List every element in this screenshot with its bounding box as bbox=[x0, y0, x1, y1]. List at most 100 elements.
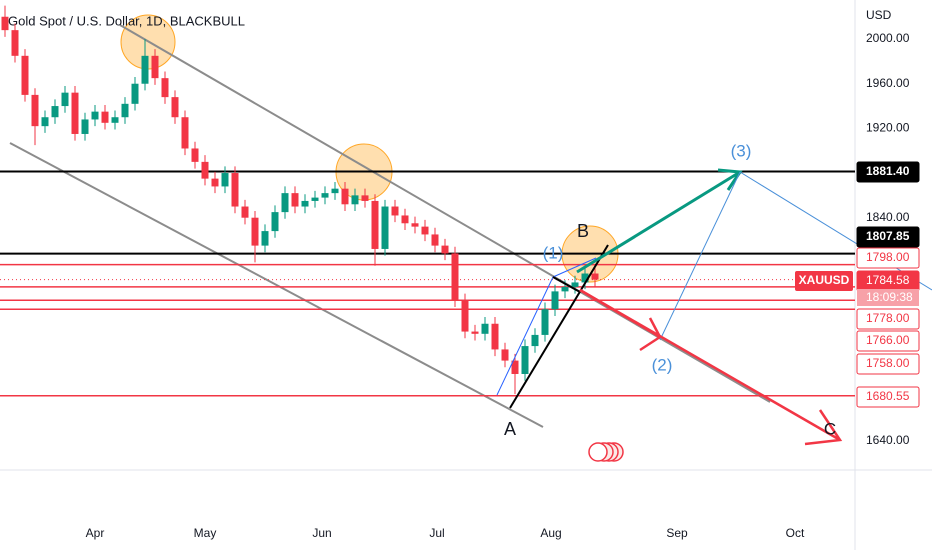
candle-body bbox=[471, 331, 479, 334]
chart-title: Gold Spot / U.S. Dollar, 1D, BLACKBULL bbox=[8, 13, 245, 28]
candle-body bbox=[81, 119, 89, 134]
candle-body bbox=[491, 323, 499, 350]
x-tick-label: Aug bbox=[540, 526, 561, 540]
candle-body bbox=[161, 78, 169, 98]
price-tag bbox=[856, 308, 920, 330]
arrow-line bbox=[579, 288, 841, 442]
candle-body bbox=[311, 197, 319, 201]
channel-line bbox=[119, 24, 771, 403]
candle-body bbox=[351, 195, 359, 205]
candle-body bbox=[391, 206, 399, 216]
candle-body bbox=[501, 349, 509, 361]
candle-body bbox=[221, 173, 229, 187]
candle-body bbox=[331, 188, 339, 194]
price-tag-label: 1778.00 bbox=[866, 311, 910, 325]
arrow-line bbox=[576, 170, 741, 274]
y-tick-label: 1840.00 bbox=[866, 210, 910, 224]
candle-body bbox=[71, 92, 79, 134]
countdown-label: 18:09:38 bbox=[866, 290, 913, 304]
countdown-tag bbox=[857, 289, 919, 306]
x-tick-label: Apr bbox=[86, 526, 105, 540]
price-tag bbox=[856, 353, 920, 375]
candle-body bbox=[421, 226, 429, 235]
symbol-tag-label: XAUUSD bbox=[799, 273, 850, 287]
channel-line bbox=[9, 142, 544, 428]
candle-body bbox=[231, 173, 239, 207]
candle-body bbox=[581, 273, 589, 283]
x-tick-label: Oct bbox=[786, 526, 805, 540]
candle-body bbox=[551, 291, 559, 310]
candle-body bbox=[381, 206, 389, 249]
candle-body bbox=[271, 212, 279, 232]
price-tag-label: 1758.00 bbox=[866, 356, 910, 370]
price-tag-label: 1807.85 bbox=[866, 229, 910, 243]
y-tick-label: 1960.00 bbox=[866, 76, 910, 90]
price-tag bbox=[856, 161, 920, 183]
annotation-label: (2) bbox=[652, 355, 673, 374]
candle-body bbox=[341, 188, 349, 205]
candle-body bbox=[251, 217, 259, 246]
symbol-tag bbox=[795, 271, 853, 291]
x-tick-label: May bbox=[194, 526, 217, 540]
candle-body bbox=[451, 253, 459, 301]
candle-body bbox=[31, 94, 39, 127]
candle-body bbox=[181, 117, 189, 149]
y-tick-label: 1640.00 bbox=[866, 433, 910, 447]
trend-line bbox=[552, 257, 597, 278]
x-tick-label: Sep bbox=[666, 526, 688, 540]
projection-line bbox=[739, 171, 932, 291]
candle-body bbox=[131, 83, 139, 104]
annotation-label: A bbox=[504, 419, 516, 439]
annotation-label: B bbox=[577, 221, 589, 241]
price-tag-label: 1881.40 bbox=[866, 164, 910, 178]
candle-body bbox=[41, 117, 49, 127]
price-tag-label: 1784.58 bbox=[866, 273, 910, 287]
y-tick-label: 1920.00 bbox=[866, 121, 910, 135]
candle-body bbox=[541, 309, 549, 335]
candle-body bbox=[401, 215, 409, 224]
candle-body bbox=[361, 195, 369, 201]
annotation-label: C bbox=[824, 419, 836, 438]
price-tag-label: 1798.00 bbox=[866, 250, 910, 264]
projection-line bbox=[659, 171, 741, 341]
candle-body bbox=[111, 117, 119, 123]
candle-body bbox=[301, 200, 309, 207]
price-tag bbox=[856, 330, 920, 352]
candle-body bbox=[121, 103, 129, 118]
trend-line bbox=[496, 276, 554, 396]
price-tag bbox=[856, 226, 920, 248]
candle-body bbox=[61, 92, 69, 107]
annotation-label: (3) bbox=[731, 141, 752, 160]
candle-body bbox=[531, 334, 539, 347]
candle-body bbox=[11, 30, 19, 56]
candle-body bbox=[441, 245, 449, 254]
candle-body bbox=[571, 282, 579, 287]
price-tag bbox=[856, 247, 920, 269]
candle-body bbox=[291, 193, 299, 207]
candle-body bbox=[521, 346, 529, 374]
price-tag bbox=[856, 386, 920, 408]
trend-line bbox=[509, 244, 609, 409]
candle-body bbox=[101, 111, 109, 123]
candle-body bbox=[51, 106, 59, 118]
price-tag-label: 1680.55 bbox=[866, 389, 910, 403]
candle-body bbox=[281, 193, 289, 213]
price-tag-label: 1766.00 bbox=[866, 333, 910, 347]
candle-body bbox=[431, 234, 439, 246]
candle-body bbox=[561, 286, 569, 292]
candle-body bbox=[21, 55, 29, 95]
y-tick-label: 2000.00 bbox=[866, 31, 910, 45]
annotation-label: (1) bbox=[543, 243, 564, 262]
candle-body bbox=[151, 55, 159, 79]
candle-body bbox=[201, 161, 209, 179]
candle-body bbox=[91, 111, 99, 120]
candle-body bbox=[141, 55, 149, 84]
candle-body bbox=[481, 323, 489, 334]
candle-body bbox=[211, 178, 219, 187]
candle-body bbox=[411, 223, 419, 227]
trend-line bbox=[552, 276, 581, 293]
event-icon bbox=[588, 442, 608, 462]
candle-body bbox=[171, 97, 179, 118]
candle-body bbox=[261, 231, 269, 246]
